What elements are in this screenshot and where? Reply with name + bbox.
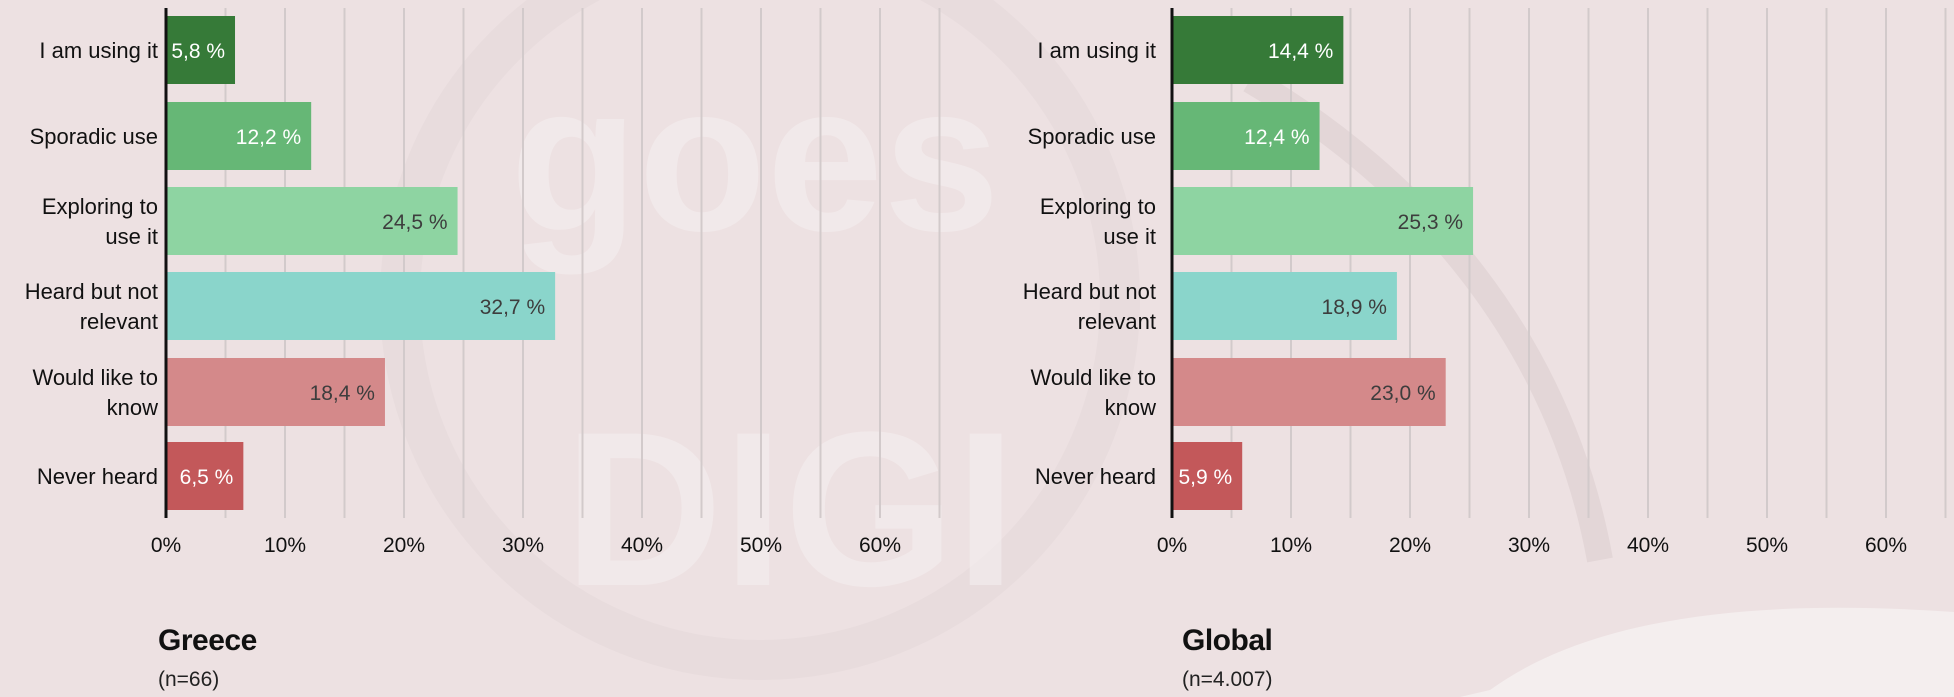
data-label: 12,4 % (1244, 126, 1309, 149)
data-label: 25,3 % (1398, 211, 1463, 234)
bar (166, 358, 385, 426)
category-label: Exploring to use it (1040, 194, 1156, 249)
chart-caption-global: Global (n=4.007) (1182, 624, 1273, 692)
x-tick-label: 0% (1157, 534, 1187, 557)
x-tick-label: 40% (621, 534, 663, 557)
bar (1172, 187, 1474, 255)
watermark-logo: goes DIGI (380, 0, 1954, 697)
bar (1172, 358, 1446, 426)
x-tick-label: 50% (740, 534, 782, 557)
watermark-word-2: DIGI (564, 386, 1016, 632)
bar (1172, 272, 1397, 340)
chart-global: 14,4 % I am using it 12,4 % Sporadic use 25,… (1023, 8, 1947, 557)
x-tick-label: 20% (1389, 534, 1431, 557)
data-label: 6,5 % (180, 466, 234, 489)
category-label: Sporadic use (30, 124, 158, 149)
bar (1172, 102, 1320, 170)
x-tick-label: 40% (1627, 534, 1669, 557)
category-label: Would like to know (1030, 365, 1156, 420)
x-tick-label: 50% (1746, 534, 1788, 557)
data-label: 5,8 % (171, 40, 225, 63)
bar (166, 187, 458, 255)
category-label: Sporadic use (1028, 124, 1156, 149)
category-label: Never heard (1035, 464, 1156, 489)
category-label: Heard but not relevant (1023, 279, 1156, 334)
chart-title: Greece (158, 624, 257, 657)
category-label: Heard but not relevant (25, 279, 158, 334)
data-label: 24,5 % (382, 211, 447, 234)
x-tick-label: 0% (151, 534, 181, 557)
x-tick-label: 30% (1508, 534, 1550, 557)
watermark-swoosh (1460, 607, 1954, 697)
x-tick-label: 20% (383, 534, 425, 557)
bar (1172, 442, 1243, 510)
x-tick-label: 60% (859, 534, 901, 557)
data-label: 23,0 % (1370, 382, 1435, 405)
category-label: I am using it (1037, 38, 1156, 63)
data-label: 18,9 % (1322, 296, 1387, 319)
x-tick-label: 30% (502, 534, 544, 557)
x-tick-label: 60% (1865, 534, 1907, 557)
chart-sample-size: (n=66) (158, 668, 220, 691)
bar (166, 102, 312, 170)
data-label: 5,9 % (1179, 466, 1233, 489)
bar (166, 272, 556, 340)
x-tick-label: 10% (264, 534, 306, 557)
data-label: 12,2 % (236, 126, 301, 149)
bar (1172, 16, 1344, 84)
chart-caption-greece: Greece (n=66) (158, 624, 257, 692)
x-tick-label: 10% (1270, 534, 1312, 557)
watermark-word-1: goes (510, 40, 1000, 275)
chart-greece: 5,8 % I am using it 12,2 % Sporadic use 24,5… (25, 8, 941, 557)
bar (166, 442, 244, 510)
data-label: 18,4 % (310, 382, 375, 405)
category-label: I am using it (39, 38, 158, 63)
data-label: 14,4 % (1268, 40, 1333, 63)
chart-title: Global (1182, 624, 1273, 657)
bar (166, 16, 236, 84)
category-label: Never heard (37, 464, 158, 489)
watermark-leaf-stroke (1243, 68, 1613, 563)
category-label: Would like to know (32, 365, 158, 420)
category-label: Exploring to use it (42, 194, 158, 249)
chart-sample-size: (n=4.007) (1182, 668, 1273, 691)
data-label: 32,7 % (480, 296, 545, 319)
